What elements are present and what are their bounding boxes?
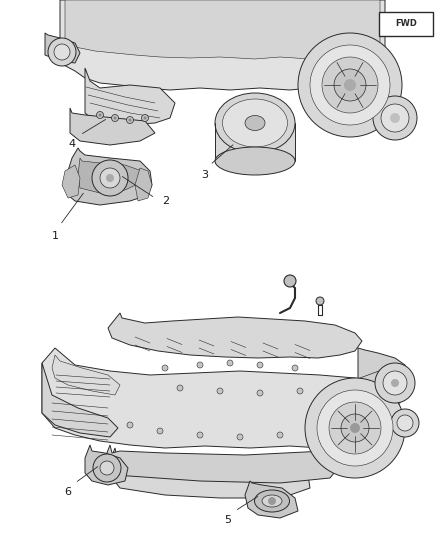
Circle shape (100, 168, 120, 188)
Circle shape (197, 362, 203, 368)
Polygon shape (42, 348, 395, 448)
Circle shape (350, 423, 360, 433)
Circle shape (329, 402, 381, 454)
Polygon shape (215, 123, 295, 163)
Polygon shape (60, 0, 385, 90)
Circle shape (322, 57, 378, 113)
Circle shape (341, 414, 369, 442)
Circle shape (227, 360, 233, 366)
Circle shape (113, 117, 117, 119)
Circle shape (344, 79, 356, 91)
Polygon shape (105, 445, 338, 483)
Polygon shape (42, 363, 118, 437)
Ellipse shape (223, 99, 287, 147)
Ellipse shape (215, 93, 295, 153)
Circle shape (268, 497, 276, 505)
Circle shape (277, 432, 283, 438)
Ellipse shape (262, 495, 282, 507)
Circle shape (381, 104, 409, 132)
Circle shape (127, 422, 133, 428)
Text: 4: 4 (68, 139, 76, 149)
Text: 2: 2 (162, 196, 169, 206)
Polygon shape (78, 158, 142, 193)
Polygon shape (65, 148, 152, 205)
Circle shape (292, 365, 298, 371)
Circle shape (390, 113, 400, 123)
Circle shape (298, 33, 402, 137)
Circle shape (305, 378, 405, 478)
Polygon shape (85, 68, 175, 125)
Polygon shape (45, 33, 80, 63)
Ellipse shape (254, 490, 290, 512)
Circle shape (127, 117, 134, 124)
Circle shape (112, 115, 119, 122)
Circle shape (237, 434, 243, 440)
Circle shape (141, 115, 148, 122)
Circle shape (257, 362, 263, 368)
Circle shape (128, 118, 131, 122)
Text: 3: 3 (201, 170, 208, 180)
Circle shape (197, 432, 203, 438)
Circle shape (99, 114, 102, 117)
Polygon shape (62, 165, 80, 198)
Circle shape (177, 385, 183, 391)
Polygon shape (110, 448, 310, 498)
Text: 5: 5 (225, 515, 232, 525)
Text: 1: 1 (52, 231, 59, 241)
Circle shape (157, 428, 163, 434)
Circle shape (96, 111, 103, 118)
Circle shape (48, 38, 76, 66)
Ellipse shape (215, 147, 295, 175)
Polygon shape (70, 108, 155, 145)
Circle shape (310, 45, 390, 125)
Circle shape (144, 117, 146, 119)
Circle shape (217, 388, 223, 394)
Text: 6: 6 (64, 487, 71, 497)
Circle shape (257, 390, 263, 396)
Circle shape (391, 379, 399, 387)
Polygon shape (245, 481, 298, 518)
Ellipse shape (245, 116, 265, 131)
Circle shape (334, 69, 366, 101)
Circle shape (92, 160, 128, 196)
Circle shape (373, 96, 417, 140)
Circle shape (100, 461, 114, 475)
Circle shape (54, 44, 70, 60)
Circle shape (317, 390, 393, 466)
Circle shape (391, 409, 419, 437)
Circle shape (316, 297, 324, 305)
FancyBboxPatch shape (379, 12, 433, 36)
Polygon shape (65, 0, 380, 59)
Circle shape (397, 415, 413, 431)
Polygon shape (358, 348, 410, 401)
Circle shape (383, 371, 407, 395)
Circle shape (375, 363, 415, 403)
Polygon shape (368, 385, 395, 411)
Circle shape (162, 365, 168, 371)
Polygon shape (135, 168, 152, 201)
Circle shape (297, 388, 303, 394)
Circle shape (93, 454, 121, 482)
Polygon shape (85, 445, 128, 485)
Text: FWD: FWD (395, 20, 417, 28)
Circle shape (284, 275, 296, 287)
Polygon shape (52, 355, 120, 395)
Circle shape (106, 174, 114, 182)
Polygon shape (108, 313, 362, 358)
